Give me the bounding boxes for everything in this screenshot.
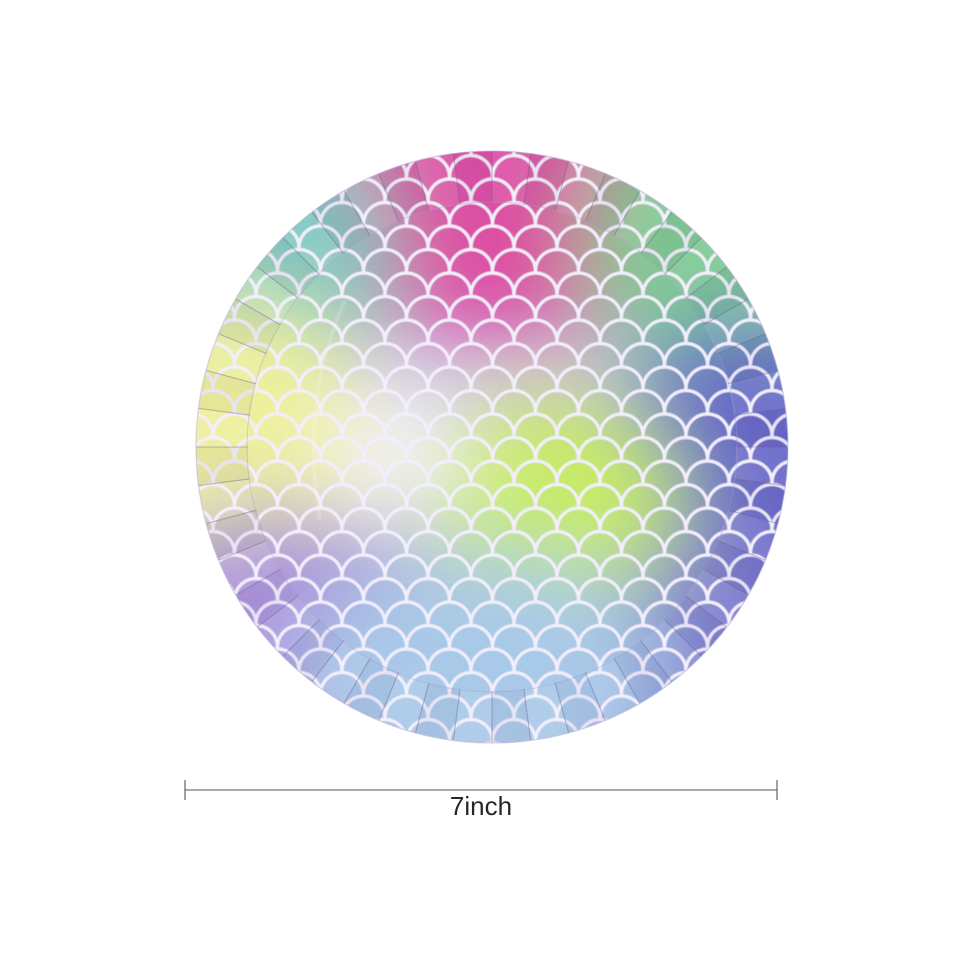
svg-text:7inch: 7inch bbox=[450, 791, 512, 821]
